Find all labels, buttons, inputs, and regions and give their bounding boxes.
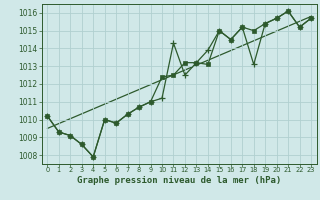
- X-axis label: Graphe pression niveau de la mer (hPa): Graphe pression niveau de la mer (hPa): [77, 176, 281, 185]
